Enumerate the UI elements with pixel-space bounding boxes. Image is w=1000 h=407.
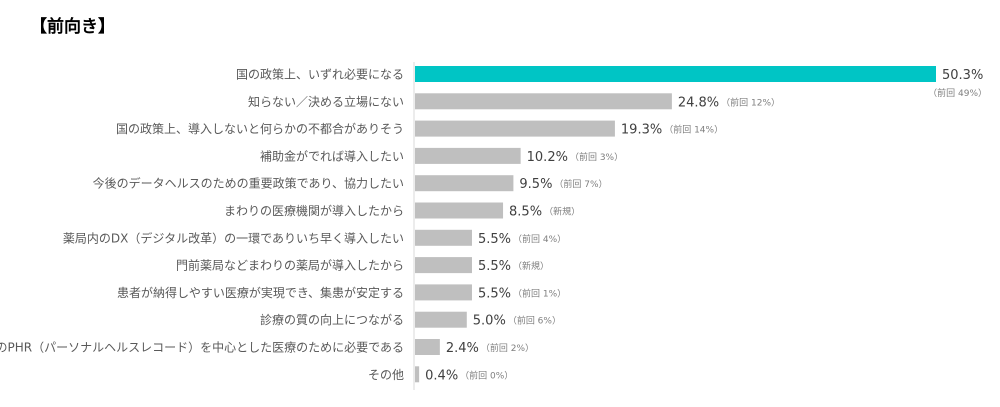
category-label: 門前薬局などまわりの薬局が導入したから [176,258,404,273]
previous-note: （前回 3%） [570,151,623,163]
previous-note: （新規） [513,260,549,272]
previous-note: （前回 14%） [664,124,723,136]
category-label: その他 [368,368,404,382]
previous-note: （前回 7%） [554,178,607,190]
bar [415,93,672,110]
category-label: 補助金がでれば導入したい [260,148,404,163]
bar [415,257,472,274]
previous-note: （前回 4%） [513,233,566,245]
category-label: 知らない／決める立場にない [248,94,404,109]
value-label: 10.2% [527,150,568,165]
value-label: 19.3% [621,123,662,138]
previous-note: （前回 1%） [513,287,566,299]
bar [415,366,420,383]
category-label: まわりの医療機関が導入したから [224,203,404,218]
previous-note: （新規） [544,206,580,218]
value-label: 5.5% [478,286,511,301]
bar [415,175,514,192]
bar [415,311,467,328]
value-label: 5.5% [478,259,511,274]
category-label: 診療の質の向上につながる [260,312,404,327]
previous-note: （前回 6%） [508,315,561,327]
value-label: 50.3% [942,68,983,83]
previous-note: （前回 49%） [928,87,987,99]
value-label: 24.8% [678,95,719,110]
value-label: 5.5% [478,232,511,247]
value-label: 0.4% [425,368,458,383]
category-label: 国の政策上、導入しないと何らかの不都合がありそう [116,121,404,136]
category-label: 国の政策上、いずれ必要になる [236,68,404,82]
value-label: 8.5% [509,205,542,220]
value-label: 9.5% [519,177,552,192]
bar [415,339,440,355]
previous-note: （前回 0%） [460,369,513,381]
chart-title: 【前向き】 [30,16,115,37]
bar [415,120,615,137]
value-label: 2.4% [446,341,479,356]
bar [415,284,472,301]
category-label: 患者が納得しやすい医療が実現でき、集患が安定する [117,285,404,300]
category-label: 薬局内のDX（デジタル改革）の一環でありいち早く導入したい [63,230,404,245]
bar [415,66,936,82]
category-label: 今後のPHR（パーソナルヘルスレコード）を中心とした医療のために必要である [0,340,404,355]
value-label: 5.0% [473,314,506,329]
bar [415,147,521,164]
bar [415,229,472,246]
previous-note: （前回 12%） [721,96,780,108]
bar [415,202,504,219]
previous-note: （前回 2%） [481,342,534,354]
category-label: 今後のデータヘルスのための重要政策であり、協力したい [93,176,404,191]
